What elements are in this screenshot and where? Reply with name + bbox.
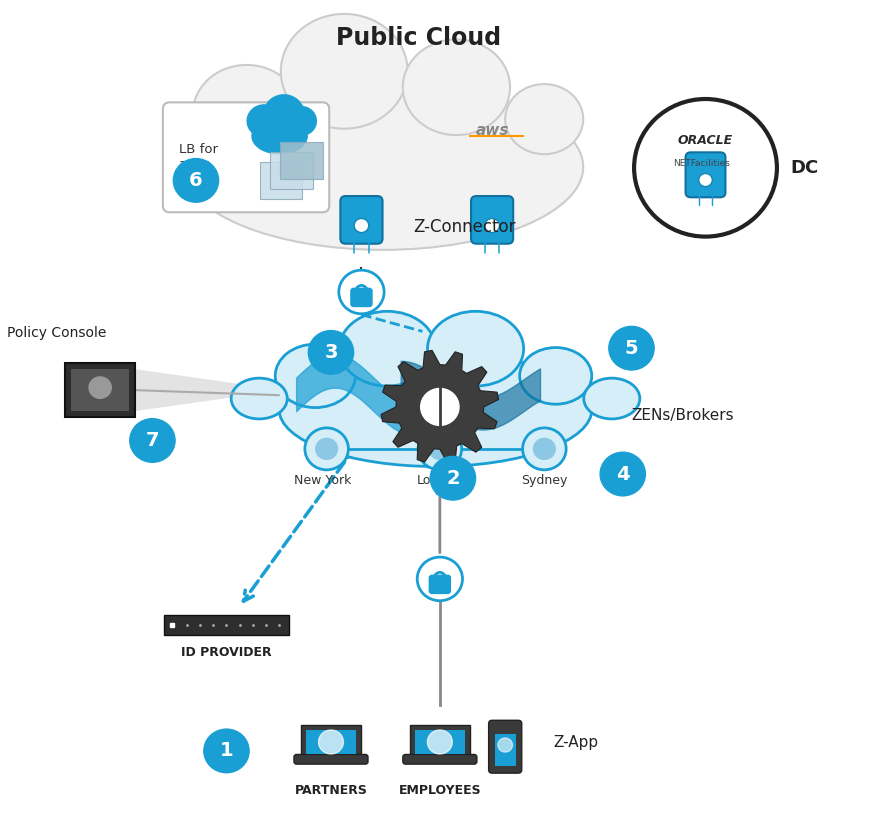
FancyBboxPatch shape — [294, 754, 368, 764]
FancyBboxPatch shape — [260, 162, 302, 199]
FancyBboxPatch shape — [409, 725, 470, 758]
FancyBboxPatch shape — [71, 369, 130, 411]
Text: Public Cloud: Public Cloud — [335, 26, 501, 50]
Circle shape — [428, 730, 452, 754]
Circle shape — [319, 730, 343, 754]
Ellipse shape — [584, 378, 640, 419]
Circle shape — [533, 438, 556, 460]
Circle shape — [498, 738, 512, 752]
Circle shape — [354, 218, 368, 232]
Ellipse shape — [520, 347, 591, 404]
FancyBboxPatch shape — [495, 734, 516, 765]
FancyBboxPatch shape — [164, 615, 289, 635]
Circle shape — [173, 159, 219, 202]
FancyBboxPatch shape — [64, 363, 136, 417]
Text: New York: New York — [294, 474, 351, 487]
Text: Policy Console: Policy Console — [7, 326, 106, 340]
Circle shape — [308, 331, 354, 374]
Text: LB for
apps: LB for apps — [179, 143, 218, 171]
Circle shape — [89, 377, 111, 399]
Circle shape — [305, 428, 348, 470]
Ellipse shape — [505, 84, 584, 154]
Polygon shape — [135, 369, 283, 411]
FancyBboxPatch shape — [341, 196, 382, 243]
Ellipse shape — [402, 39, 510, 135]
Circle shape — [699, 174, 712, 186]
Text: 7: 7 — [145, 431, 159, 450]
Ellipse shape — [280, 14, 408, 128]
Ellipse shape — [251, 117, 308, 154]
Text: 3: 3 — [324, 343, 338, 362]
Text: DC: DC — [790, 159, 818, 177]
FancyBboxPatch shape — [301, 725, 361, 758]
Text: EMPLOYEES: EMPLOYEES — [399, 784, 481, 797]
Text: ZENs/Brokers: ZENs/Brokers — [631, 408, 734, 423]
FancyBboxPatch shape — [489, 720, 522, 774]
FancyBboxPatch shape — [270, 152, 313, 189]
FancyBboxPatch shape — [685, 153, 726, 197]
Ellipse shape — [231, 378, 287, 419]
FancyBboxPatch shape — [429, 576, 450, 593]
Circle shape — [316, 438, 338, 460]
Ellipse shape — [183, 84, 584, 250]
FancyBboxPatch shape — [163, 102, 329, 212]
Text: Sydney: Sydney — [521, 474, 568, 487]
Circle shape — [286, 106, 317, 136]
FancyBboxPatch shape — [415, 729, 465, 754]
FancyBboxPatch shape — [280, 142, 323, 179]
Text: 6: 6 — [189, 171, 203, 190]
Text: 1: 1 — [219, 742, 233, 760]
Ellipse shape — [275, 344, 355, 408]
Circle shape — [204, 729, 249, 773]
Circle shape — [418, 428, 462, 470]
Circle shape — [430, 456, 476, 500]
Circle shape — [246, 104, 281, 138]
Ellipse shape — [280, 353, 591, 466]
FancyBboxPatch shape — [351, 289, 372, 306]
Circle shape — [263, 94, 305, 134]
FancyBboxPatch shape — [402, 754, 477, 764]
Ellipse shape — [340, 311, 436, 386]
Circle shape — [429, 438, 451, 460]
Text: Z-App: Z-App — [553, 735, 598, 750]
Circle shape — [417, 557, 463, 601]
Circle shape — [421, 388, 459, 425]
FancyBboxPatch shape — [471, 196, 513, 243]
Text: ORACLE: ORACLE — [678, 134, 733, 148]
Polygon shape — [381, 351, 498, 463]
Circle shape — [523, 428, 566, 470]
Ellipse shape — [428, 311, 523, 386]
FancyBboxPatch shape — [307, 729, 356, 754]
Text: ID PROVIDER: ID PROVIDER — [181, 646, 272, 659]
Circle shape — [600, 452, 645, 496]
Text: London: London — [417, 474, 463, 487]
Text: NETFacilities: NETFacilities — [672, 159, 730, 168]
Text: aws: aws — [476, 122, 509, 138]
Circle shape — [130, 419, 175, 462]
Text: Z-Connector: Z-Connector — [414, 217, 517, 236]
Circle shape — [609, 326, 654, 370]
Circle shape — [339, 270, 384, 314]
Text: 4: 4 — [616, 465, 630, 483]
Text: 2: 2 — [446, 469, 460, 487]
Ellipse shape — [193, 65, 300, 160]
Text: PARTNERS: PARTNERS — [294, 784, 368, 797]
Circle shape — [485, 218, 499, 232]
Text: 5: 5 — [625, 339, 638, 357]
